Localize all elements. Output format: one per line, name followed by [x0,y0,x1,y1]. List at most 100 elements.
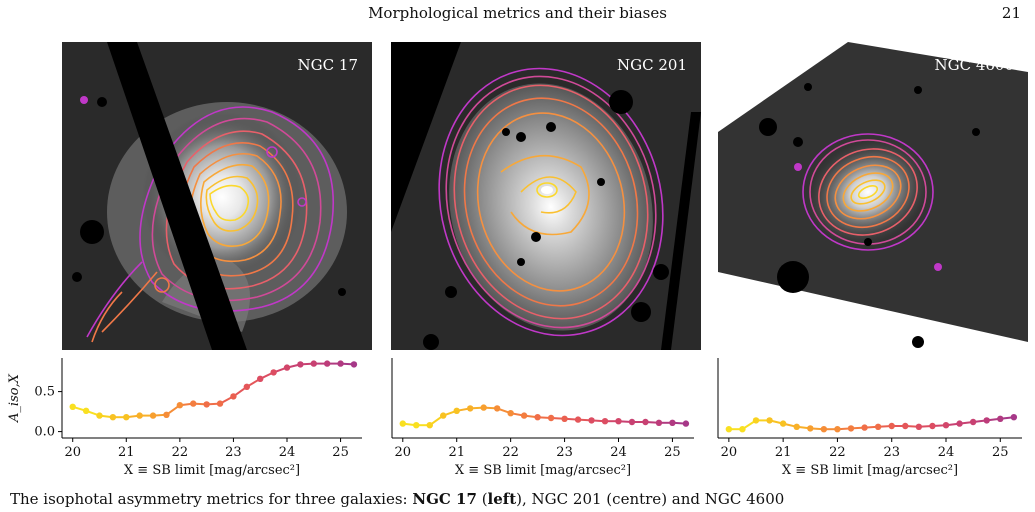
data-point [534,414,541,421]
y-tick-label: 0.0 [34,425,55,440]
data-point [297,361,304,368]
data-point [283,364,291,371]
data-point [350,361,358,368]
data-point [96,412,103,419]
data-point [1010,414,1018,421]
data-point [507,410,514,417]
y-axis-label: A_iso,X [7,373,22,423]
data-point [176,402,184,409]
data-point [793,423,800,430]
data-point [942,422,950,429]
data-point [413,422,420,429]
x-tick-label: 20 [721,445,738,460]
x-tick-label: 23 [225,445,242,460]
data-point [337,360,344,367]
caption-position-2: centre [612,490,662,508]
data-point [902,422,909,430]
data-point [399,420,406,427]
data-point [655,419,663,426]
data-point [983,417,990,424]
x-tick-label: 23 [556,445,573,460]
data-point [847,425,855,432]
data-point [628,418,636,426]
data-point [82,407,90,414]
data-point [493,405,501,412]
data-point [257,375,264,382]
x-tick-label: 23 [883,445,900,460]
page-number: 21 [1001,4,1021,22]
data-point [642,418,649,426]
data-point [915,423,923,430]
data-point [725,426,733,433]
data-point [149,412,157,419]
data-point [466,405,474,412]
x-tick-label: 22 [172,445,189,460]
asymmetry-plot-ngc201: 20 21 22 23 24 25 X ≡ SB limit [mag/arcsec²] [372,352,702,492]
data-point [426,422,433,429]
data-point [820,426,828,433]
data-point [561,415,568,422]
data-point [310,360,317,367]
data-point [834,426,841,433]
data-point [520,412,528,419]
data-point [136,412,143,419]
asymmetry-plot-ngc17: 20 21 22 23 24 25 0.0 0.5 A_iso,X X ≡ SB limit [m… [0,352,370,492]
data-point [588,417,595,424]
data-point [243,383,251,390]
data-point [669,419,676,426]
figure-caption: The isophotal asymmetry metrics for thre… [10,490,1035,508]
x-tick-label: 22 [502,445,519,460]
data-point [888,422,895,430]
galaxy-image-ngc17: NGC 17 [62,42,372,350]
data-point [779,420,787,427]
data-point [615,418,622,425]
x-tick-label: 20 [64,445,81,460]
x-tick-label: 21 [118,445,135,460]
galaxy-label: NGC 4600 [934,56,1014,74]
x-tick-label: 24 [610,445,627,460]
x-axis-label: X ≡ SB limit [mag/arcsec²] [455,463,631,478]
caption-part: ), NGC 201 ( [516,490,613,508]
data-point [739,426,746,433]
galaxy-image-ngc4600: NGC 4600 [718,42,1028,350]
data-point [323,360,331,367]
data-point [997,415,1004,422]
data-point [547,414,555,422]
x-tick-label: 24 [279,445,296,460]
data-point [440,412,447,419]
data-point [874,423,882,430]
data-point [123,414,130,421]
x-axis-label: X ≡ SB limit [mag/arcsec²] [782,463,958,478]
data-point [109,414,117,421]
data-point [601,418,609,425]
data-point [163,411,170,418]
data-point [453,407,460,414]
data-point [480,404,487,411]
data-point [807,425,814,432]
x-tick-label: 20 [395,445,412,460]
data-point [270,369,277,376]
running-header-title: Morphological metrics and their biases [368,4,667,22]
x-tick-label: 22 [829,445,846,460]
data-point [574,416,582,423]
x-tick-label: 25 [992,445,1009,460]
galaxy-label: NGC 17 [297,56,358,74]
caption-position-1: left [487,490,517,508]
asymmetry-plot-ngc4600: 20 21 22 23 24 25 X ≡ SB limit [mag/arcsec²] [700,352,1030,492]
data-point [752,417,760,424]
data-point [929,422,936,430]
data-point [230,393,237,400]
data-point [766,417,773,424]
data-point [956,420,963,427]
data-point [969,418,977,426]
data-point [190,400,197,407]
data-point [682,420,690,427]
galaxy-label: NGC 201 [617,56,687,74]
x-tick-label: 24 [938,445,955,460]
x-axis-label: X ≡ SB limit [mag/arcsec²] [124,463,300,478]
x-tick-label: 21 [448,445,465,460]
x-tick-label: 25 [332,445,349,460]
x-tick-label: 21 [775,445,792,460]
y-tick-label: 0.5 [34,385,55,400]
caption-galaxy-1: NGC 17 [412,490,477,508]
